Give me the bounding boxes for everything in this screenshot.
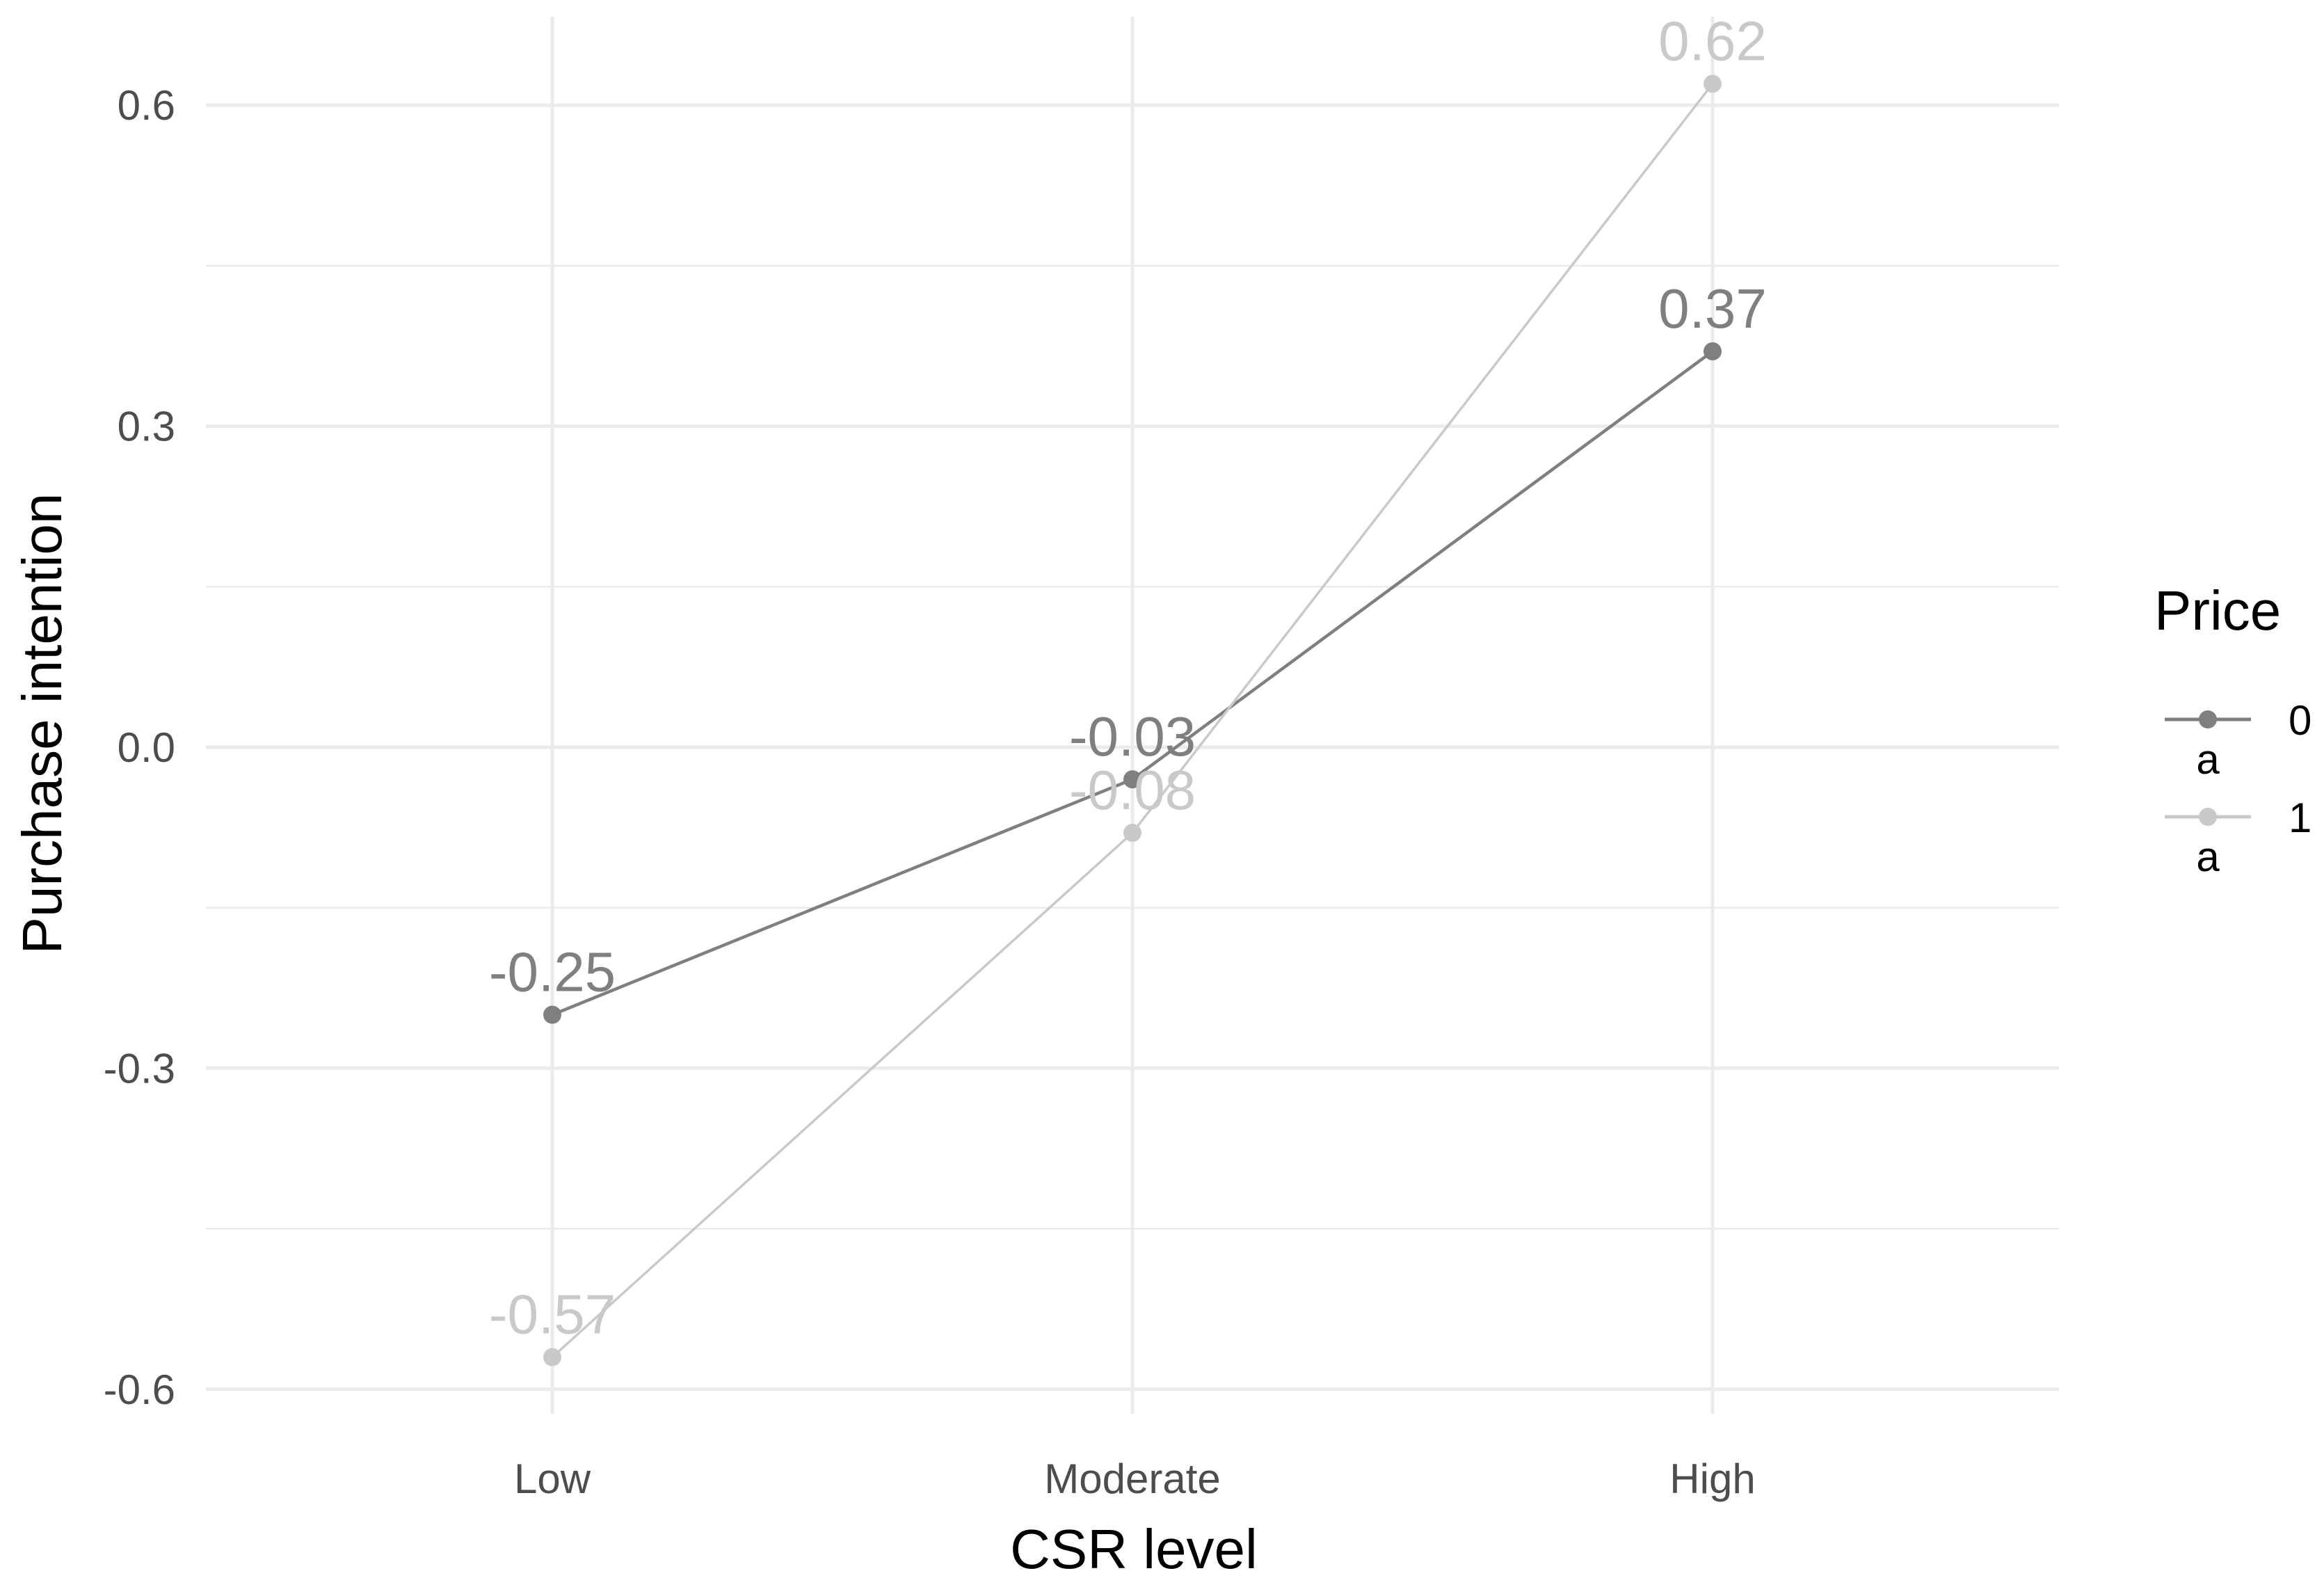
y-tick-label: -0.3	[104, 1045, 175, 1092]
series-1-point	[1123, 824, 1141, 843]
series-0-data-label: -0.25	[489, 941, 616, 1003]
series-1-point	[1704, 74, 1722, 93]
y-tick-label: 0.6	[118, 82, 175, 129]
series-1-data-label: -0.57	[489, 1284, 616, 1346]
y-tick-label: 0.3	[118, 404, 175, 450]
axes: CSR level Purchase intention -0.6 -0.3 0.0…	[11, 82, 1756, 1580]
legend-entry-label: 1	[2289, 795, 2311, 841]
grid	[206, 17, 2059, 1414]
legend-key-glyph: a	[2196, 834, 2220, 880]
x-tick-label: High	[1669, 1456, 1755, 1502]
series-0-data-label: 0.37	[1658, 278, 1767, 340]
series-1-point	[543, 1348, 561, 1366]
legend: Price a 0 a 1	[2154, 580, 2311, 880]
series-0-data-label: -0.03	[1069, 705, 1196, 767]
y-tick-label: 0.0	[118, 724, 175, 771]
series-0-point	[1123, 770, 1141, 789]
y-tick-label: -0.6	[104, 1366, 175, 1413]
y-axis-title: Purchase intention	[11, 493, 73, 955]
legend-key-point	[2199, 710, 2217, 728]
series-1-data-label: -0.08	[1069, 759, 1196, 821]
legend-key-glyph: a	[2196, 736, 2220, 783]
x-tick-label: Low	[514, 1456, 591, 1502]
data-labels: -0.25 -0.03 0.37 -0.57 -0.08 0.62	[489, 10, 1767, 1345]
series-1-data-label: 0.62	[1658, 10, 1767, 72]
x-axis-title: CSR level	[1010, 1518, 1258, 1580]
x-tick-label: Moderate	[1044, 1456, 1220, 1502]
legend-entry-label: 0	[2289, 697, 2311, 744]
series-0-point	[1704, 342, 1722, 360]
legend-key-point	[2199, 808, 2217, 826]
series-points	[543, 74, 1722, 1366]
series-0-point	[543, 1005, 561, 1024]
legend-title: Price	[2154, 580, 2281, 641]
